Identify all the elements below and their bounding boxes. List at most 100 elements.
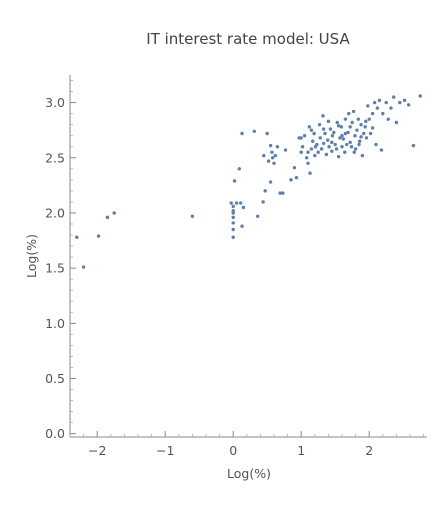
data-point bbox=[231, 221, 235, 225]
data-point bbox=[190, 214, 195, 218]
data-point bbox=[105, 215, 110, 220]
data-point bbox=[309, 128, 314, 132]
data-point bbox=[398, 100, 402, 105]
data-point bbox=[360, 153, 365, 158]
data-point bbox=[356, 117, 361, 121]
data-point bbox=[394, 120, 399, 125]
data-point bbox=[312, 131, 316, 136]
data-point bbox=[386, 117, 390, 121]
data-point bbox=[299, 150, 303, 154]
data-point bbox=[330, 149, 334, 153]
data-point bbox=[324, 152, 329, 157]
data-point bbox=[330, 140, 334, 145]
data-point bbox=[343, 131, 348, 136]
data-point bbox=[336, 124, 341, 128]
data-point bbox=[341, 137, 346, 141]
data-point bbox=[281, 191, 285, 195]
data-point bbox=[338, 136, 342, 140]
data-point bbox=[375, 106, 380, 110]
x-tick-label: 0 bbox=[229, 443, 237, 458]
data-point bbox=[343, 150, 347, 154]
data-point bbox=[332, 130, 336, 135]
y-tick-label: 3.0 bbox=[45, 95, 65, 110]
data-point bbox=[333, 142, 337, 147]
data-point bbox=[261, 200, 265, 204]
data-point bbox=[353, 147, 358, 151]
data-point bbox=[238, 201, 243, 205]
data-point bbox=[363, 125, 367, 129]
data-point bbox=[268, 180, 273, 184]
data-point bbox=[283, 148, 288, 152]
data-point bbox=[232, 179, 237, 183]
data-point bbox=[304, 156, 309, 160]
y-tick-label: 1.5 bbox=[45, 261, 65, 276]
data-point bbox=[317, 122, 322, 127]
data-point bbox=[292, 166, 297, 170]
data-point bbox=[96, 234, 101, 238]
data-point bbox=[231, 204, 235, 209]
data-point bbox=[349, 145, 354, 149]
data-point bbox=[411, 143, 416, 148]
data-point bbox=[327, 145, 331, 149]
data-point bbox=[367, 117, 371, 121]
data-point bbox=[231, 227, 235, 232]
y-tick-label: 0.5 bbox=[45, 371, 65, 386]
data-point bbox=[241, 205, 246, 210]
x-tick-label: −2 bbox=[88, 443, 106, 458]
chart-title: IT interest rate model: USA bbox=[146, 30, 350, 48]
data-point bbox=[357, 142, 361, 147]
data-point bbox=[326, 119, 331, 124]
data-point bbox=[231, 235, 235, 239]
data-point bbox=[359, 135, 363, 139]
data-point bbox=[302, 134, 307, 138]
y-axis-label: Log(%) bbox=[24, 234, 39, 278]
data-point bbox=[313, 153, 317, 158]
axes: −2 −1 0 1 2 0.0 0.5 1.0 1.5 2.0 2.5 3.0 bbox=[45, 75, 427, 458]
data-point bbox=[316, 150, 320, 154]
data-point bbox=[353, 134, 357, 138]
data-point bbox=[359, 122, 363, 127]
data-point bbox=[406, 103, 411, 107]
data-point bbox=[289, 178, 293, 182]
data-point bbox=[355, 128, 359, 132]
data-point bbox=[343, 117, 348, 121]
data-point bbox=[275, 145, 280, 149]
data-point bbox=[391, 95, 396, 99]
x-tick-label: −1 bbox=[156, 443, 174, 458]
data-point bbox=[347, 111, 351, 116]
data-point bbox=[294, 175, 299, 180]
data-point bbox=[299, 136, 303, 140]
data-point bbox=[335, 120, 339, 125]
data-point bbox=[381, 111, 385, 116]
data-point bbox=[334, 147, 339, 151]
data-point bbox=[278, 191, 282, 195]
data-points bbox=[75, 94, 422, 269]
data-point bbox=[315, 142, 319, 147]
data-point bbox=[379, 148, 384, 152]
x-axis-label: Log(%) bbox=[227, 466, 271, 481]
y-tick-label: 2.0 bbox=[45, 205, 65, 220]
data-point bbox=[237, 167, 242, 171]
data-point bbox=[348, 140, 352, 145]
data-point bbox=[364, 119, 368, 124]
data-point bbox=[418, 94, 422, 98]
data-point bbox=[321, 127, 326, 131]
data-point bbox=[339, 125, 344, 129]
data-point bbox=[240, 224, 244, 228]
data-point bbox=[319, 147, 324, 151]
data-point bbox=[370, 111, 375, 116]
data-point bbox=[346, 130, 350, 135]
data-point bbox=[262, 153, 266, 158]
data-point bbox=[350, 120, 354, 125]
data-point bbox=[321, 141, 326, 146]
data-point bbox=[308, 171, 312, 175]
data-point bbox=[330, 134, 335, 138]
x-tick-label: 1 bbox=[297, 443, 305, 458]
y-tick-label: 2.5 bbox=[45, 150, 65, 165]
data-point bbox=[352, 150, 356, 154]
data-point bbox=[364, 136, 369, 140]
x-tick-label: 2 bbox=[365, 443, 373, 458]
data-point bbox=[309, 147, 314, 151]
data-point bbox=[362, 131, 366, 136]
